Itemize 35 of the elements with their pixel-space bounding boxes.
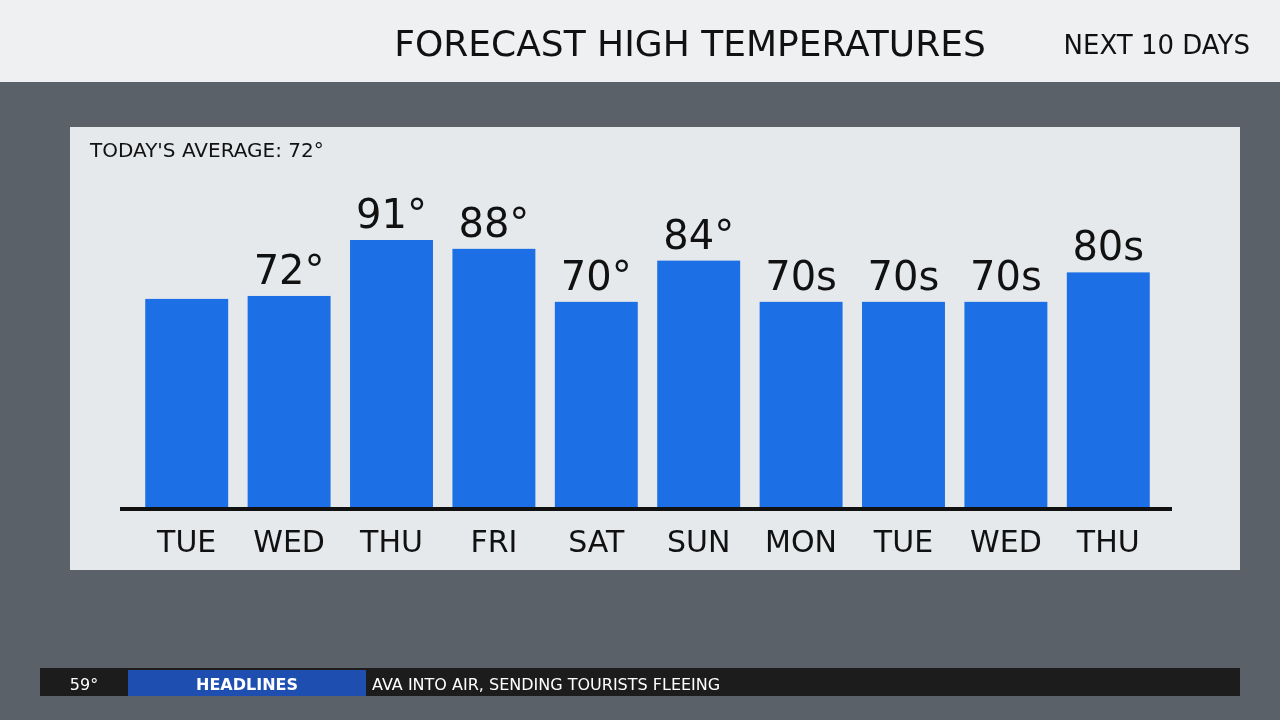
text: AVA INTO AIR, SENDING TOURISTS FLEEING — [372, 675, 721, 694]
chart-title: FORECAST HIGH TEMPERATURES — [394, 23, 986, 64]
data-label: 91° — [356, 191, 427, 237]
x-tick-label: WED — [970, 524, 1042, 559]
text: 59° — [69, 675, 99, 694]
bar — [350, 240, 433, 508]
bar — [862, 301, 945, 508]
bar — [247, 295, 331, 508]
data-label: 70s — [765, 252, 837, 299]
data-label: 70s — [970, 252, 1042, 299]
x-tick-label: SUN — [666, 524, 731, 559]
data-label: 80s — [1072, 223, 1145, 270]
data-label: 84° — [663, 211, 735, 258]
bar — [145, 298, 229, 508]
x-tick-label: MON — [765, 524, 838, 559]
bar — [554, 301, 638, 508]
x-tick-label: THU — [1075, 524, 1140, 559]
data-label: 88° — [458, 199, 530, 246]
data-label: 70s — [867, 252, 940, 299]
x-tick-label: THU — [359, 524, 423, 559]
x-tick-label: TUE — [872, 524, 934, 559]
x-tick-label: TUE — [156, 524, 217, 559]
x-tick-label: FRI — [470, 524, 518, 559]
chart-subtitle: NEXT 10 DAYS — [1063, 30, 1250, 60]
x-tick-label: WED — [253, 524, 325, 559]
bar — [657, 260, 741, 508]
data-label: 72° — [253, 246, 325, 293]
data-label: 70° — [560, 252, 632, 299]
bar — [759, 301, 843, 508]
text: HEADLINES — [196, 675, 298, 694]
bar — [452, 248, 536, 508]
x-tick-label: SAT — [568, 524, 626, 559]
bar — [1066, 272, 1150, 508]
text: TODAY'S AVERAGE: 72° — [89, 138, 324, 162]
bar — [964, 301, 1048, 508]
